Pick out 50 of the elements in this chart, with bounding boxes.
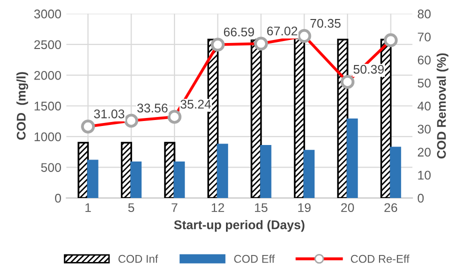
x-tick-label: 15 bbox=[255, 203, 268, 212]
legend-label: COD Re-Eff bbox=[350, 254, 410, 263]
bar bbox=[174, 162, 185, 198]
legend-label: COD Eff bbox=[234, 254, 275, 263]
x-axis-title: Start-up period (Days) bbox=[174, 220, 304, 232]
bar bbox=[216, 144, 228, 198]
data-label: 35.24 bbox=[180, 100, 211, 109]
y2-tick-label: 10 bbox=[418, 170, 431, 180]
data-label: 67.02 bbox=[267, 26, 298, 36]
y2-tick-label: 30 bbox=[418, 124, 431, 134]
y-tick-label: 2000 bbox=[34, 70, 62, 80]
bar bbox=[390, 146, 402, 198]
y-axis-title: COD (mg/l) bbox=[16, 72, 28, 140]
bar bbox=[130, 162, 142, 198]
y-tick-label: 2500 bbox=[34, 40, 62, 50]
x-tick-label: 20 bbox=[341, 203, 354, 212]
x-tick-label: 26 bbox=[384, 203, 398, 212]
y2-tick-label: 20 bbox=[418, 148, 431, 157]
x-tick-label: 12 bbox=[212, 203, 224, 212]
x-tick-label: 1 bbox=[85, 203, 91, 212]
data-label: 33.56 bbox=[137, 104, 168, 112]
bar bbox=[303, 150, 315, 198]
bar bbox=[87, 160, 98, 198]
y2-tick-label: 40 bbox=[418, 102, 431, 111]
legend-label: COD Inf bbox=[118, 254, 158, 263]
y-tick-label: 1000 bbox=[34, 132, 62, 142]
y-tick-label: 0 bbox=[55, 194, 62, 203]
y2-tick-label: 0 bbox=[418, 194, 424, 203]
data-label: 66.59 bbox=[224, 28, 254, 36]
y-tick-label: 1500 bbox=[34, 102, 62, 111]
x-tick-label: 5 bbox=[128, 203, 134, 212]
x-tick-label: 7 bbox=[172, 203, 178, 212]
x-tick-label: 19 bbox=[298, 203, 311, 212]
y2-tick-label: 70 bbox=[418, 32, 431, 42]
bar bbox=[120, 142, 132, 198]
y-tick-label: 3000 bbox=[34, 10, 62, 18]
y2-tick-label: 60 bbox=[418, 56, 431, 64]
y-tick-label: 500 bbox=[41, 163, 62, 172]
data-label: 70.35 bbox=[310, 18, 341, 28]
y2-axis-title: COD Removal (%) bbox=[436, 53, 448, 158]
y2-tick-label: 50 bbox=[418, 78, 431, 88]
data-label: 31.03 bbox=[94, 109, 124, 118]
data-label: 50.39 bbox=[354, 64, 384, 74]
bar bbox=[250, 38, 262, 198]
bar bbox=[346, 118, 358, 198]
bar bbox=[78, 142, 89, 198]
y2-tick-label: 80 bbox=[418, 10, 431, 18]
bar bbox=[260, 144, 272, 198]
bar bbox=[294, 37, 306, 198]
bar bbox=[164, 142, 176, 198]
